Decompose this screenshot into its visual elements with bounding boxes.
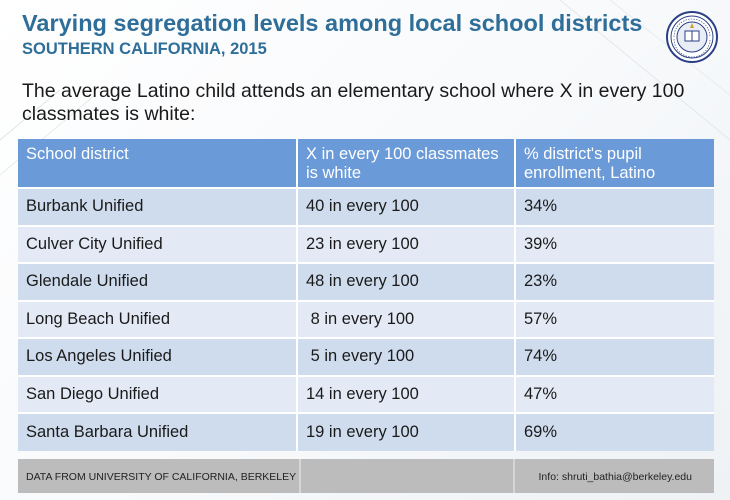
latino-enrollment: 74% [515, 337, 714, 376]
latino-enrollment: 47% [515, 374, 714, 413]
header-latino-enrollment: % district's pupil enrollment, Latino [515, 139, 714, 188]
district-name: Glendale Unified [18, 262, 298, 301]
latino-enrollment: 34% [515, 187, 714, 226]
white-classmates: 40 in every 100 [297, 187, 516, 226]
white-classmates: 23 in every 100 [297, 224, 516, 263]
district-name: Santa Barbara Unified [18, 412, 298, 451]
district-name: Los Angeles Unified [18, 337, 298, 376]
footer-source: DATA FROM UNIVERSITY OF CALIFORNIA, BERK… [26, 471, 297, 483]
white-classmates: 5 in every 100 [297, 337, 516, 376]
white-classmates: 8 in every 100 [297, 299, 516, 338]
latino-enrollment: 69% [515, 412, 714, 451]
white-classmates: 14 in every 100 [297, 374, 516, 413]
segregation-table: School district X in every 100 classmate… [18, 139, 714, 451]
footer-divider [299, 459, 515, 493]
district-name: Long Beach Unified [18, 299, 298, 338]
table-header-row: School district X in every 100 classmate… [18, 139, 714, 188]
footer-contact: Info: shruti_bathia@berkeley.edu [538, 471, 692, 483]
latino-enrollment: 23% [515, 262, 714, 301]
footer-bar: DATA FROM UNIVERSITY OF CALIFORNIA, BERK… [18, 459, 714, 493]
uc-berkeley-seal-icon [666, 11, 718, 63]
district-name: San Diego Unified [18, 374, 298, 413]
latino-enrollment: 57% [515, 299, 714, 338]
header-school-district: School district [18, 139, 298, 188]
white-classmates: 19 in every 100 [297, 412, 516, 451]
header-white-classmates: X in every 100 classmates is white [297, 139, 516, 188]
slide-title: Varying segregation levels among local s… [22, 10, 643, 36]
table-row: Burbank Unified 40 in every 100 34% [18, 187, 714, 226]
table-row: Santa Barbara Unified 19 in every 100 69… [18, 412, 714, 451]
slide-subtitle: SOUTHERN CALIFORNIA, 2015 [22, 40, 267, 58]
district-name: Burbank Unified [18, 187, 298, 226]
table-row: Los Angeles Unified 5 in every 100 74% [18, 337, 714, 376]
district-name: Culver City Unified [18, 224, 298, 263]
table-row: Glendale Unified 48 in every 100 23% [18, 262, 714, 301]
table-row: San Diego Unified 14 in every 100 47% [18, 374, 714, 413]
table-row: Long Beach Unified 8 in every 100 57% [18, 299, 714, 338]
table-row: Culver City Unified 23 in every 100 39% [18, 224, 714, 263]
latino-enrollment: 39% [515, 224, 714, 263]
white-classmates: 48 in every 100 [297, 262, 516, 301]
intro-text: The average Latino child attends an elem… [22, 80, 685, 125]
